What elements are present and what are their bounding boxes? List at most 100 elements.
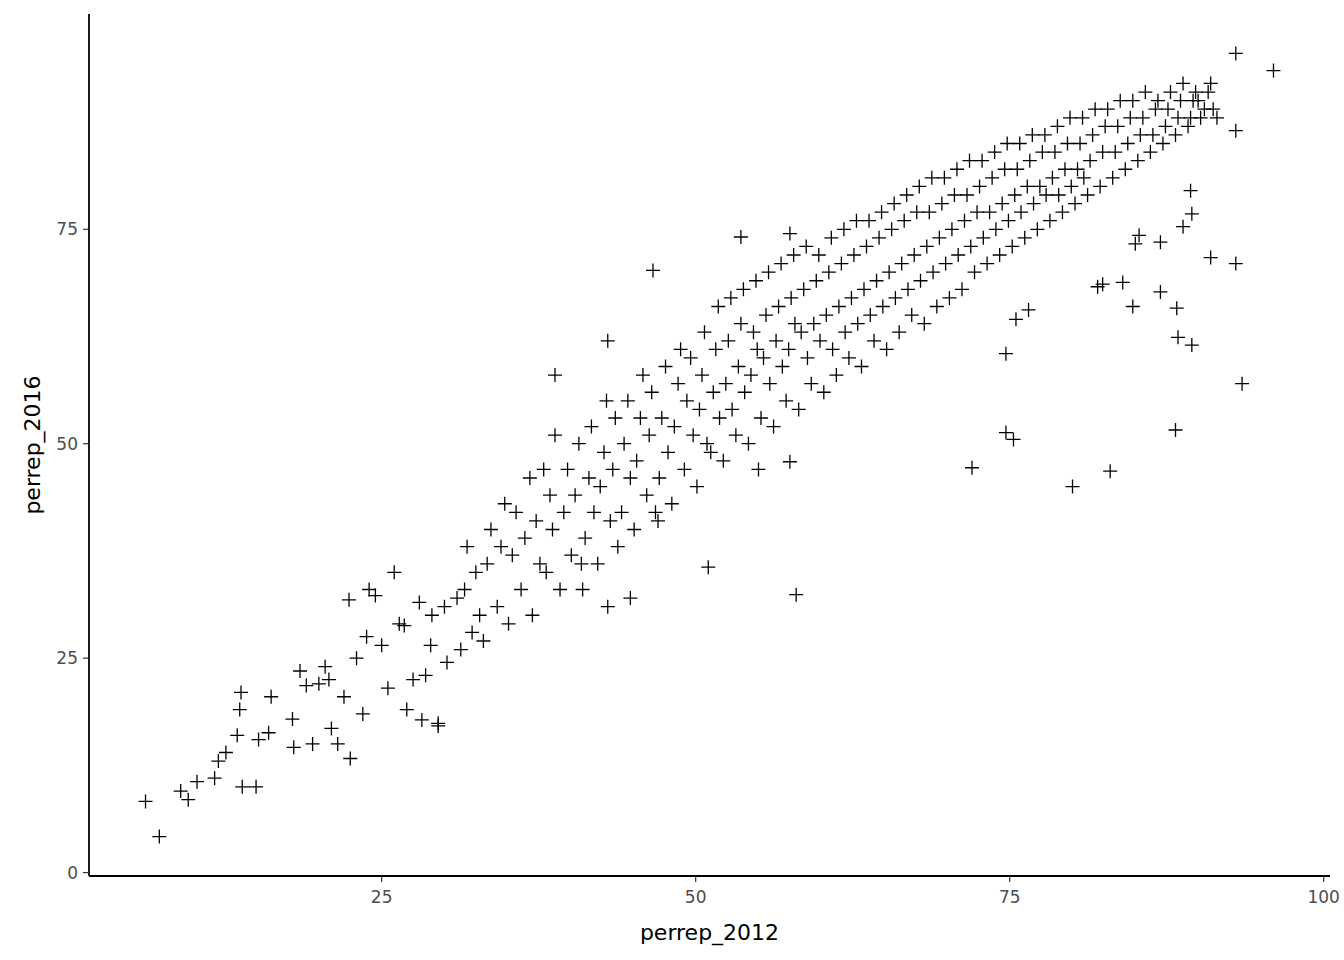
point	[523, 471, 537, 485]
point	[1006, 432, 1020, 446]
point	[930, 299, 944, 313]
point	[1058, 162, 1072, 176]
point	[942, 291, 956, 305]
point	[1001, 214, 1015, 228]
point	[539, 565, 553, 579]
point	[847, 248, 861, 262]
point	[518, 531, 532, 545]
point	[788, 317, 802, 331]
point	[293, 664, 307, 678]
point	[564, 548, 578, 562]
point	[731, 360, 745, 374]
point	[951, 248, 965, 262]
chart: 2550751000255075perrep_2012perrep_2016	[0, 0, 1344, 960]
point	[1111, 119, 1125, 133]
point	[854, 360, 868, 374]
point	[709, 342, 723, 356]
point	[450, 591, 464, 605]
point	[505, 548, 519, 562]
point	[1229, 124, 1243, 138]
point	[844, 291, 858, 305]
point	[543, 488, 557, 502]
point	[964, 239, 978, 253]
point	[1009, 312, 1023, 326]
point	[794, 325, 808, 339]
point	[1086, 128, 1100, 142]
point	[686, 428, 700, 442]
point	[285, 712, 299, 726]
point	[1023, 154, 1037, 168]
point	[494, 540, 508, 554]
point	[999, 426, 1013, 440]
point	[947, 188, 961, 202]
x-tick	[1323, 876, 1324, 882]
point	[759, 308, 773, 322]
point	[1025, 128, 1039, 142]
point	[1005, 239, 1019, 253]
y-axis-line	[88, 14, 90, 876]
point	[880, 342, 894, 356]
point	[1048, 145, 1062, 159]
point	[824, 231, 838, 245]
point	[1068, 197, 1082, 211]
point	[713, 411, 727, 425]
point	[787, 248, 801, 262]
point	[655, 411, 669, 425]
point	[584, 420, 598, 434]
point	[490, 600, 504, 614]
point	[677, 462, 691, 476]
point	[829, 368, 843, 382]
point	[234, 685, 248, 699]
point	[1052, 188, 1066, 202]
point	[1266, 64, 1280, 78]
point	[885, 222, 899, 236]
point	[965, 461, 979, 475]
point	[1088, 102, 1102, 116]
point	[817, 385, 831, 399]
point	[701, 560, 715, 574]
y-tick-label: 50	[56, 434, 78, 454]
point	[324, 721, 338, 735]
x-tick-label: 25	[371, 887, 393, 907]
point	[968, 265, 982, 279]
point	[807, 317, 821, 331]
point	[318, 660, 332, 674]
point	[1071, 162, 1085, 176]
point	[623, 591, 637, 605]
point	[1121, 137, 1135, 151]
point	[784, 291, 798, 305]
point	[397, 619, 411, 633]
point	[514, 583, 528, 597]
point	[1073, 137, 1087, 151]
point	[1169, 128, 1183, 142]
point	[1060, 137, 1074, 151]
point	[1013, 137, 1027, 151]
point	[1008, 188, 1022, 202]
point	[935, 197, 949, 211]
point	[1076, 111, 1090, 125]
point	[1229, 46, 1243, 60]
point	[849, 214, 863, 228]
point	[525, 608, 539, 622]
point	[1171, 111, 1185, 125]
point	[1158, 119, 1172, 133]
point	[988, 145, 1002, 159]
point	[249, 780, 263, 794]
point	[1174, 94, 1188, 108]
point	[617, 437, 631, 451]
point	[779, 394, 793, 408]
point	[1138, 85, 1152, 99]
point	[804, 377, 818, 391]
point	[1151, 94, 1165, 108]
point	[751, 462, 765, 476]
point	[695, 368, 709, 382]
point	[1045, 171, 1059, 185]
point	[533, 557, 547, 571]
point	[1096, 145, 1110, 159]
point	[1171, 330, 1185, 344]
point	[235, 780, 249, 794]
point	[578, 531, 592, 545]
point	[1176, 220, 1190, 234]
point	[627, 522, 641, 536]
point	[601, 334, 615, 348]
